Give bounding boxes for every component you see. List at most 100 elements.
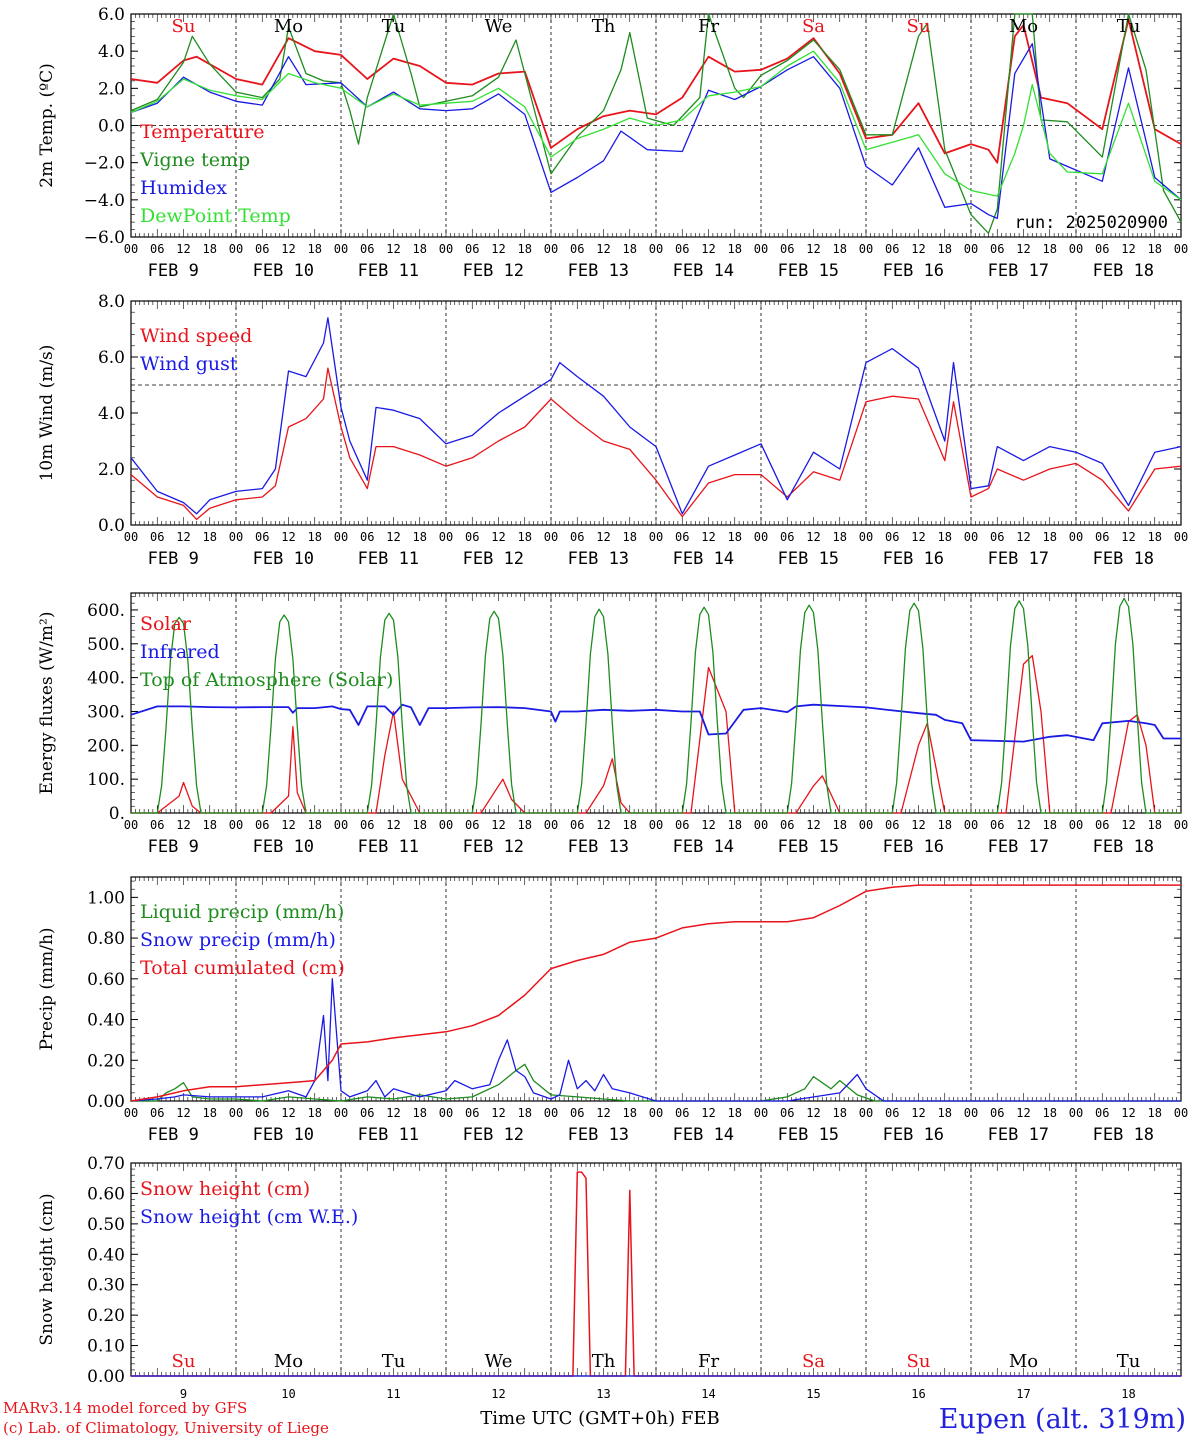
hour-label: 18 <box>308 242 322 256</box>
legend-entry: Wind speed <box>140 325 252 347</box>
y-tick-label: 2.0 <box>98 460 125 480</box>
hour-label: 06 <box>990 1106 1004 1120</box>
panel-4: 1.00 0.80 0.60 0.40 0.20 0.00 Precip (mm/h) Liq… <box>37 876 1188 1145</box>
hour-label: 18 <box>518 242 532 256</box>
day-name: Mo <box>1009 1351 1038 1372</box>
plot-frame <box>130 300 1182 526</box>
hour-label: 06 <box>570 1106 584 1120</box>
hour-label: 06 <box>1095 242 1109 256</box>
hour-label: 12 <box>806 530 820 544</box>
day-name: Tu <box>382 16 406 37</box>
day-name: Sa <box>802 1351 825 1372</box>
y-tick-label: 200. <box>87 736 125 756</box>
y-tick-label: 2.0 <box>98 79 125 99</box>
hour-label: 00 <box>1069 530 1083 544</box>
hour-label: 18 <box>623 818 637 832</box>
y-tick-label: −6.0 <box>84 228 125 248</box>
hour-label: 18 <box>1043 1106 1057 1120</box>
hour-label: 12 <box>911 242 925 256</box>
hour-label: 12 <box>596 530 610 544</box>
y-tick-label: 0.10 <box>87 1337 125 1357</box>
hour-label: 00 <box>1174 530 1188 544</box>
date-label: FEB 10 <box>253 261 314 281</box>
date-label: FEB 14 <box>673 1125 734 1145</box>
date-label: FEB 9 <box>148 1125 199 1145</box>
hour-label: 00 <box>649 242 663 256</box>
day-number: 11 <box>386 1387 400 1401</box>
lab-credit: (c) Lab. of Climatology, University of L… <box>3 1419 329 1437</box>
hour-label: 18 <box>1043 818 1057 832</box>
series-line-total-cumulated-cm- <box>130 884 1181 1102</box>
hour-label: 18 <box>833 1106 847 1120</box>
y-tick-label: 0.00 <box>87 1092 125 1112</box>
day-number: 18 <box>1121 1387 1135 1401</box>
date-label: FEB 15 <box>778 549 839 569</box>
legend-entry: Humidex <box>140 177 227 199</box>
y-axis-title: Energy fluxes (W/m²) <box>37 612 57 795</box>
hour-label: 06 <box>255 530 269 544</box>
y-tick-label: 8.0 <box>98 292 125 312</box>
date-label: FEB 12 <box>463 261 524 281</box>
hour-label: 12 <box>281 1106 295 1120</box>
day-number: 12 <box>491 1387 505 1401</box>
chart-panels: 6.0 4.0 2.0 0.0 −2.0 −4.0 −6.0 2m Temp. (ºC) Tem… <box>37 5 1188 1401</box>
date-label: FEB 13 <box>568 1125 629 1145</box>
date-label: FEB 16 <box>883 549 944 569</box>
hour-label: 18 <box>413 818 427 832</box>
date-label: FEB 17 <box>988 549 1049 569</box>
hour-label: 12 <box>176 818 190 832</box>
day-name: Tu <box>1117 1351 1141 1372</box>
y-axis-title: 10m Wind (m/s) <box>37 345 57 482</box>
day-number: 17 <box>1016 1387 1030 1401</box>
day-number: 10 <box>281 1387 295 1401</box>
series-line-wind-gust <box>130 317 1182 515</box>
series-line-snow-height-cm- <box>131 1171 1181 1377</box>
y-tick-label: 600. <box>87 601 125 621</box>
legend-entry: Snow height (cm) <box>140 1178 310 1200</box>
hour-label: 12 <box>1016 1106 1030 1120</box>
series-line-vigne-temp <box>130 13 1182 234</box>
date-label: FEB 18 <box>1093 261 1154 281</box>
hour-label: 00 <box>859 1106 873 1120</box>
day-name: Sa <box>802 16 825 37</box>
hour-label: 12 <box>386 530 400 544</box>
hour-label: 18 <box>518 1106 532 1120</box>
hour-label: 18 <box>413 242 427 256</box>
hour-label: 12 <box>806 242 820 256</box>
hour-label: 12 <box>596 818 610 832</box>
hour-label: 06 <box>255 242 269 256</box>
y-tick-label: 4.0 <box>98 42 125 62</box>
hour-label: 06 <box>675 818 689 832</box>
day-name: Su <box>172 16 196 37</box>
legend-entry: Snow precip (mm/h) <box>140 929 336 951</box>
hour-label: 12 <box>701 242 715 256</box>
date-label: FEB 9 <box>148 261 199 281</box>
hour-label: 00 <box>964 1106 978 1120</box>
day-name: Tu <box>382 1351 406 1372</box>
series-line-snow-precip-mm-h- <box>130 978 1181 1102</box>
hour-label: 18 <box>308 1106 322 1120</box>
hour-label: 18 <box>203 530 217 544</box>
hour-label: 12 <box>281 242 295 256</box>
hour-label: 06 <box>780 530 794 544</box>
day-name: Su <box>907 16 931 37</box>
date-label: FEB 16 <box>883 837 944 857</box>
date-label: FEB 17 <box>988 837 1049 857</box>
hour-label: 12 <box>596 1106 610 1120</box>
hour-label: 18 <box>938 818 952 832</box>
hour-label: 18 <box>1043 530 1057 544</box>
hour-label: 00 <box>334 1106 348 1120</box>
date-label: FEB 12 <box>463 837 524 857</box>
legend-entry: Solar <box>140 613 192 635</box>
hour-label: 12 <box>386 242 400 256</box>
hour-label: 06 <box>885 818 899 832</box>
y-tick-label: 0.0 <box>98 516 125 536</box>
date-label: FEB 13 <box>568 261 629 281</box>
day-name: Th <box>592 1351 616 1372</box>
series-line-wind-speed <box>130 367 1182 521</box>
y-tick-label: 6.0 <box>98 5 125 25</box>
series-line-top-of-atmosphere-solar- <box>131 597 1181 814</box>
hour-label: 00 <box>229 818 243 832</box>
hour-label: 06 <box>885 1106 899 1120</box>
date-label: FEB 10 <box>253 549 314 569</box>
